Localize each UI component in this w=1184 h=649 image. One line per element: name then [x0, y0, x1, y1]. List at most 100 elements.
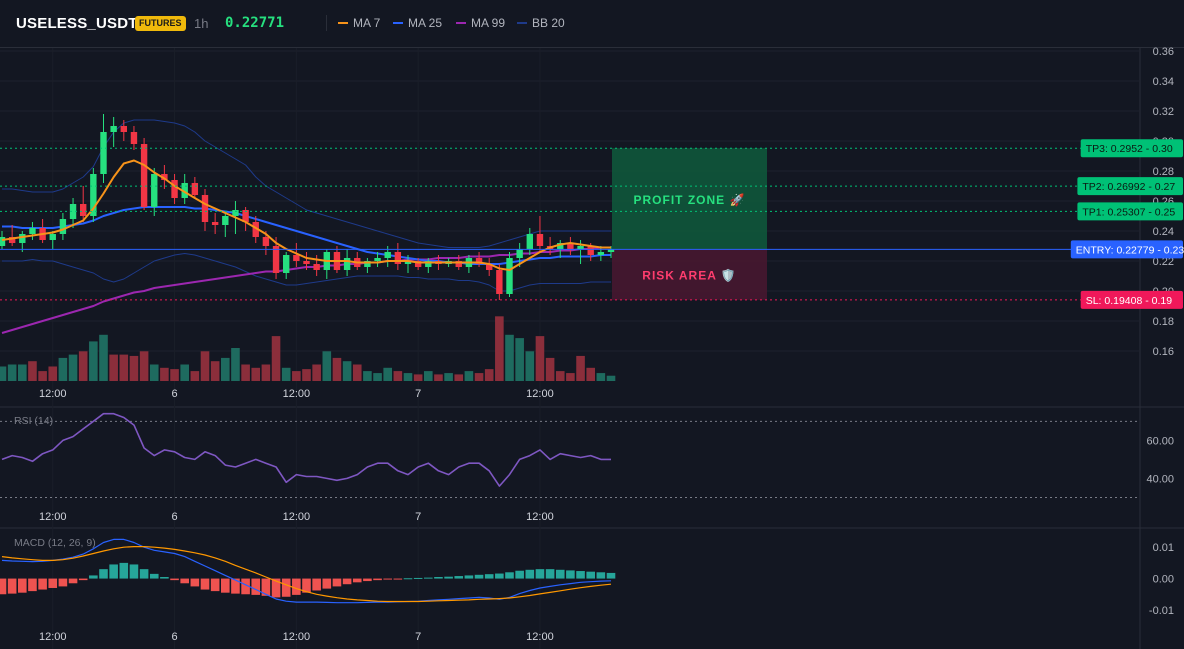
macd-hist-bar [200, 578, 210, 590]
volume-bar [241, 364, 250, 381]
volume-bar [28, 361, 37, 381]
candle [242, 207, 249, 231]
candle-body [80, 204, 87, 216]
candle-body [232, 210, 239, 216]
macd-hist-bar [292, 578, 301, 595]
legend-ma25[interactable]: MA 25 [393, 16, 442, 30]
price-axis-label: 0.32 [1153, 106, 1174, 118]
candle [414, 258, 422, 270]
candle-body [151, 174, 158, 207]
legend-ma7[interactable]: MA 7 [338, 16, 380, 30]
candle [222, 213, 229, 237]
volume-bar [109, 354, 118, 381]
level-tag-bg [1080, 290, 1183, 309]
level-tag-label: TP3: 0.2952 - 0.30 [1086, 143, 1173, 155]
volume-bar [352, 364, 362, 381]
candle [313, 255, 320, 276]
macd-hist-bar [99, 569, 108, 579]
candle [181, 174, 188, 204]
macd-hist-bar [180, 578, 189, 584]
volume-bar [170, 369, 179, 381]
candle [526, 228, 533, 255]
legend-ma25-label: MA 25 [408, 16, 443, 30]
volume-bar [373, 373, 382, 381]
volume-bar [535, 336, 545, 381]
volume-bar [89, 341, 98, 381]
candle [49, 231, 56, 249]
macd-hist-bar [525, 569, 535, 579]
candle-body [607, 249, 615, 252]
candle [120, 120, 127, 141]
rsi-line [1, 412, 611, 487]
macd-hist-bar [352, 578, 362, 583]
candles [0, 114, 615, 300]
macd-histogram [0, 562, 616, 598]
candle-body [536, 234, 544, 246]
macd-hist-bar [332, 578, 342, 587]
timeframe-label[interactable]: 1h [194, 16, 209, 31]
candle [151, 168, 158, 216]
candle [364, 258, 371, 273]
candle-body [455, 261, 462, 267]
volume-bar [454, 374, 464, 381]
candle-body [313, 264, 320, 270]
candle-body [181, 183, 188, 198]
risk-zone [612, 249, 767, 300]
level-tag: SL: 0.19408 - 0.19 [1080, 290, 1183, 309]
time-axis-label: 12:00 [283, 631, 311, 643]
time-axis-label: 12:00 [526, 631, 554, 643]
level-tag-label: TP2: 0.26992 - 0.27 [1082, 181, 1175, 193]
candle [354, 252, 361, 270]
macd-hist-bar [68, 578, 78, 584]
level-tag-label: ENTRY: 0.22779 - 0.23 [1076, 244, 1184, 256]
macd-hist-bar [535, 569, 545, 579]
macd-hist-bar [241, 578, 250, 595]
macd-hist-bar [38, 578, 47, 590]
macd-hist-bar [545, 569, 555, 579]
rsi-axis-label: 60.00 [1146, 435, 1174, 447]
rsi-axis-label: 40.00 [1146, 473, 1174, 485]
macd-hist-bar [261, 578, 271, 596]
profit-zone-label: PROFIT ZONE 🚀 [634, 193, 746, 207]
profit-zone [612, 148, 767, 250]
candle [201, 189, 209, 231]
symbol-name[interactable]: USELESS_USDT [16, 15, 138, 32]
macd-hist-bar [363, 578, 372, 582]
macd-hist-bar [586, 571, 595, 579]
candle [425, 258, 432, 273]
candle-body [201, 195, 209, 222]
macd-hist-bar [444, 576, 453, 579]
candle-body [171, 180, 178, 198]
candle-body [425, 261, 432, 267]
candle-body [384, 252, 391, 258]
legend-ma99[interactable]: MA 99 [456, 16, 505, 30]
candle [19, 231, 26, 252]
macd-hist-bar [302, 578, 311, 593]
level-tag: TP1: 0.25307 - 0.25 [1077, 202, 1183, 221]
macd-hist-bar [505, 572, 514, 579]
candle-body [140, 144, 148, 207]
volume-bar [566, 373, 575, 381]
legend-bb20[interactable]: BB 20 [517, 16, 565, 30]
candle [394, 243, 402, 270]
volume-bar [200, 351, 210, 381]
price-axis-label: 0.28 [1153, 166, 1174, 178]
macd-hist-bar [454, 576, 464, 579]
candle [90, 168, 97, 222]
candle-body [587, 246, 594, 255]
volume-bar [281, 367, 291, 381]
level-tag-bg [1080, 139, 1183, 158]
volume-bar [545, 357, 555, 381]
volume-bar [444, 373, 453, 381]
time-axis-label: 12:00 [283, 511, 311, 523]
candle-body [557, 243, 564, 249]
time-axis-label: 7 [415, 511, 421, 523]
candle [191, 177, 199, 198]
macd-hist-bar [18, 578, 27, 593]
volume-bar [383, 367, 392, 381]
macd-hist-bar [424, 577, 433, 579]
candle-body [252, 222, 259, 237]
candle-body [19, 234, 26, 243]
volume-bar [332, 357, 342, 381]
